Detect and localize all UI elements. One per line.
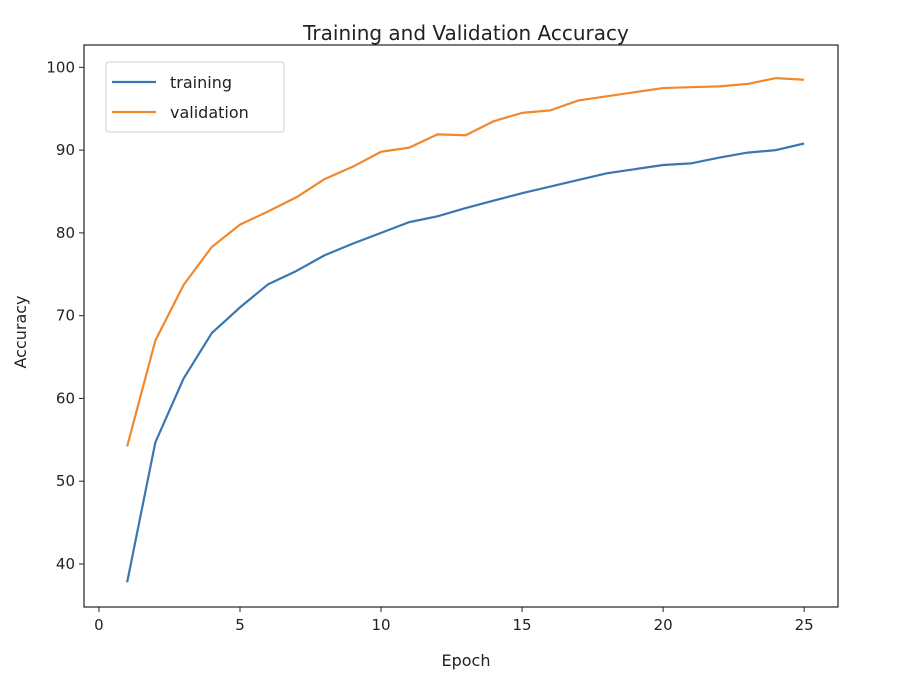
y-tick-label: 50 [56,472,75,490]
x-tick-label: 5 [235,616,245,634]
x-tick-label: 10 [371,616,390,634]
legend-label-validation: validation [170,103,249,122]
y-tick-label: 80 [56,224,75,242]
y-tick-label: 90 [56,141,75,159]
x-tick-label: 20 [654,616,673,634]
y-tick-label: 100 [46,58,75,76]
y-tick-label: 60 [56,389,75,407]
y-tick-label: 70 [56,307,75,325]
x-tick-label: 15 [513,616,532,634]
legend-label-training: training [170,73,232,92]
series-line-training [127,143,804,582]
x-tick-label: 0 [94,616,104,634]
legend: training validation [106,62,284,132]
y-tick-label: 40 [56,555,75,573]
chart-title: Training and Validation Accuracy [302,21,629,45]
x-tick-label: 25 [795,616,814,634]
series-line-validation [127,78,804,446]
y-axis-label: Accuracy [11,295,30,368]
x-axis-label: Epoch [442,651,491,670]
